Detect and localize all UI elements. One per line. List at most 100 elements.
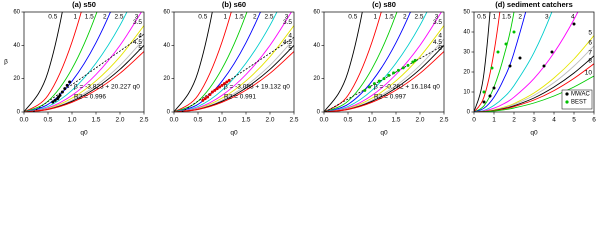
data-point: [377, 79, 381, 83]
x-tick-label: 3: [532, 117, 536, 124]
data-point: [63, 87, 67, 91]
x-tick-label: 1.0: [67, 117, 76, 124]
x-tick-label: 2.5: [439, 117, 448, 124]
data-point: [387, 73, 391, 77]
legend-marker: [565, 100, 569, 104]
equation: β = -3.058 + 19.132 q0: [224, 84, 290, 91]
curve-label: 2: [403, 14, 407, 21]
data-point: [208, 93, 212, 96]
curve-label: 4: [138, 33, 142, 40]
curve-label: 8: [588, 58, 592, 65]
y-tick-label: 40: [313, 43, 320, 49]
curve: [474, 12, 501, 112]
legend-label: BEST: [571, 100, 587, 106]
data-point: [512, 30, 516, 34]
x-tick-label: 4: [552, 117, 556, 124]
y-tick-label: 0: [167, 110, 171, 116]
curve: [24, 12, 128, 112]
legend-label: MWAC: [571, 92, 590, 98]
data-point: [363, 88, 367, 92]
panel-title: (a) s50: [72, 0, 96, 9]
curve-label: 1: [74, 14, 78, 21]
curve: [174, 12, 292, 112]
fit-line: [181, 37, 294, 112]
data-point: [213, 88, 217, 92]
y-tick-label: 20: [163, 76, 170, 82]
data-point: [206, 95, 210, 99]
curve: [24, 12, 111, 112]
plot-frame: [173, 11, 295, 113]
data-point: [215, 87, 219, 91]
y-axis-title: β: [4, 59, 8, 66]
y-tick-label: 60: [313, 10, 320, 16]
plot-area: [324, 12, 444, 112]
curve: [324, 12, 398, 112]
data-point: [406, 63, 410, 67]
y-tick-label: 0: [467, 110, 471, 116]
curve-label: 3.5: [283, 19, 292, 26]
curve-label: 3: [435, 14, 439, 21]
curve: [174, 12, 278, 112]
data-point: [65, 83, 69, 87]
curve-label: 1.5: [502, 14, 511, 21]
data-point: [53, 98, 57, 102]
curve-label: 1: [493, 14, 497, 21]
x-tick-label: 2.0: [115, 117, 124, 124]
panel: (b) s60 q0 0.0 0.5 1.0 1.5 2.0 2.5 0 20 40 60 0.5 1 1.…: [163, 0, 299, 137]
curve-label: 4: [438, 33, 442, 40]
curve: [324, 12, 363, 112]
y-tick-label: 60: [163, 10, 170, 16]
curve-label: 0.5: [348, 14, 357, 21]
y-tick-label: 40: [163, 43, 170, 49]
data-point: [210, 90, 214, 94]
data-point: [220, 83, 224, 87]
curve-label: 5: [588, 29, 592, 36]
data-point: [218, 85, 222, 89]
curve: [24, 51, 144, 112]
x-axis-title: q0: [230, 130, 238, 137]
plot-frame: [323, 11, 445, 113]
curve-label: 2: [103, 14, 107, 21]
equation: β = -3.823 + 20.227 q0: [74, 84, 140, 91]
curve-label: 4.5: [433, 39, 442, 46]
data-point: [58, 93, 62, 97]
data-point: [482, 100, 486, 104]
data-point: [542, 64, 546, 68]
curve-label: 3: [135, 14, 139, 21]
curve-label: 3.5: [133, 19, 142, 26]
x-tick-label: 1.0: [367, 117, 376, 124]
x-tick-label: 2.5: [289, 117, 298, 124]
x-tick-label: 0.5: [43, 117, 52, 124]
plot-frame: [473, 11, 595, 113]
curve-label: 3.5: [433, 19, 442, 26]
y-tick-label: 0: [317, 110, 321, 116]
y-tick-label: 50: [463, 10, 470, 16]
x-tick-label: 5: [572, 117, 576, 124]
data-point: [401, 66, 405, 70]
curve-label: 2.5: [265, 14, 274, 21]
curve-label: 0.5: [198, 14, 207, 21]
data-point: [368, 85, 372, 89]
data-point: [411, 60, 415, 64]
curve-label: 2.5: [115, 14, 124, 21]
curve-label: 6: [588, 40, 592, 47]
curve-label: 0.5: [477, 14, 486, 21]
curve-label: 1.5: [235, 14, 244, 21]
curve: [474, 12, 579, 112]
data-point: [227, 78, 231, 82]
data-point: [550, 50, 554, 54]
y-tick-label: 30: [463, 50, 470, 56]
panel-title: (d) sediment catchers: [495, 0, 573, 9]
curve-label: 5: [288, 45, 292, 52]
curve: [24, 12, 63, 112]
y-tick-label: 60: [13, 10, 20, 16]
curve-label: 5: [438, 45, 442, 52]
x-axis-title: q0: [530, 130, 538, 137]
x-tick-label: 0.0: [319, 117, 328, 124]
curve: [174, 12, 232, 112]
curve: [174, 12, 261, 112]
curve: [474, 12, 515, 112]
data-point: [51, 100, 55, 104]
curve: [474, 12, 527, 112]
